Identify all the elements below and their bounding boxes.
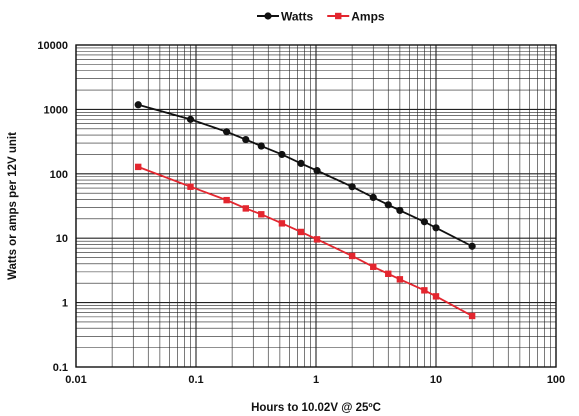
data-point-watts — [257, 142, 265, 150]
data-point-watts — [384, 201, 392, 209]
data-point-amps — [278, 220, 286, 227]
series-amps — [135, 163, 476, 320]
data-point-watts — [313, 167, 321, 175]
legend-marker-amps — [335, 12, 342, 20]
data-point-watts — [396, 206, 404, 215]
data-point-amps — [223, 196, 230, 204]
data-point-amps — [468, 312, 476, 320]
x-tick-label: 100 — [547, 374, 565, 386]
legend: Watts Amps — [257, 10, 385, 24]
x-tick-labels: 0.01 0.1 1 10 100 — [65, 374, 565, 386]
data-point-amps — [396, 276, 404, 283]
grid — [75, 45, 556, 368]
data-point-amps — [258, 211, 265, 218]
data-point-watts — [468, 242, 476, 250]
data-point-watts — [223, 128, 231, 136]
legend-item-amps: Amps — [327, 10, 385, 24]
x-tick-label: 0.01 — [65, 374, 86, 386]
y-tick-label: 0.1 — [53, 362, 68, 374]
series-line-watts — [137, 103, 473, 248]
data-point-amps — [348, 252, 356, 260]
data-point-amps — [370, 263, 377, 270]
y-tick-label: 100 — [50, 169, 68, 181]
data-point-watts — [348, 183, 356, 191]
data-point-amps — [135, 163, 142, 171]
data-point-watts — [242, 135, 250, 144]
legend-label-watts: Watts — [281, 10, 314, 24]
y-tick-label: 1000 — [44, 104, 68, 116]
x-axis-label: Hours to 10.02V @ 25ºC — [251, 402, 381, 414]
data-point-amps — [432, 293, 440, 300]
x-tick-label: 1 — [313, 374, 319, 386]
data-point-watts — [420, 218, 428, 226]
data-point-amps — [187, 183, 194, 190]
data-point-amps — [421, 287, 428, 294]
series-lines — [134, 101, 476, 320]
legend-label-amps: Amps — [351, 10, 385, 24]
y-tick-label: 1 — [62, 298, 68, 310]
data-point-amps — [242, 205, 249, 212]
plot-frame — [75, 44, 557, 368]
x-tick-label: 10 — [430, 374, 442, 386]
data-point-watts — [432, 224, 440, 232]
data-point-watts — [297, 159, 305, 168]
data-point-amps — [385, 270, 392, 278]
x-tick-label: 0.1 — [188, 374, 203, 386]
y-tick-label: 10000 — [37, 40, 68, 52]
series-watts — [134, 101, 476, 250]
data-point-watts — [134, 101, 142, 109]
data-point-amps — [313, 236, 321, 243]
data-point-watts — [186, 115, 195, 123]
legend-item-watts: Watts — [257, 10, 314, 24]
data-point-watts — [369, 193, 377, 202]
y-tick-label: 10 — [56, 233, 68, 245]
y-tick-labels: 10000 1000 100 10 1 0.1 — [37, 40, 68, 374]
legend-marker-watts — [264, 12, 272, 20]
data-point-amps — [297, 228, 305, 236]
y-axis-label: Watts or amps per 12V unit — [7, 132, 19, 280]
plot-border — [75, 44, 557, 368]
data-point-watts — [278, 150, 286, 159]
